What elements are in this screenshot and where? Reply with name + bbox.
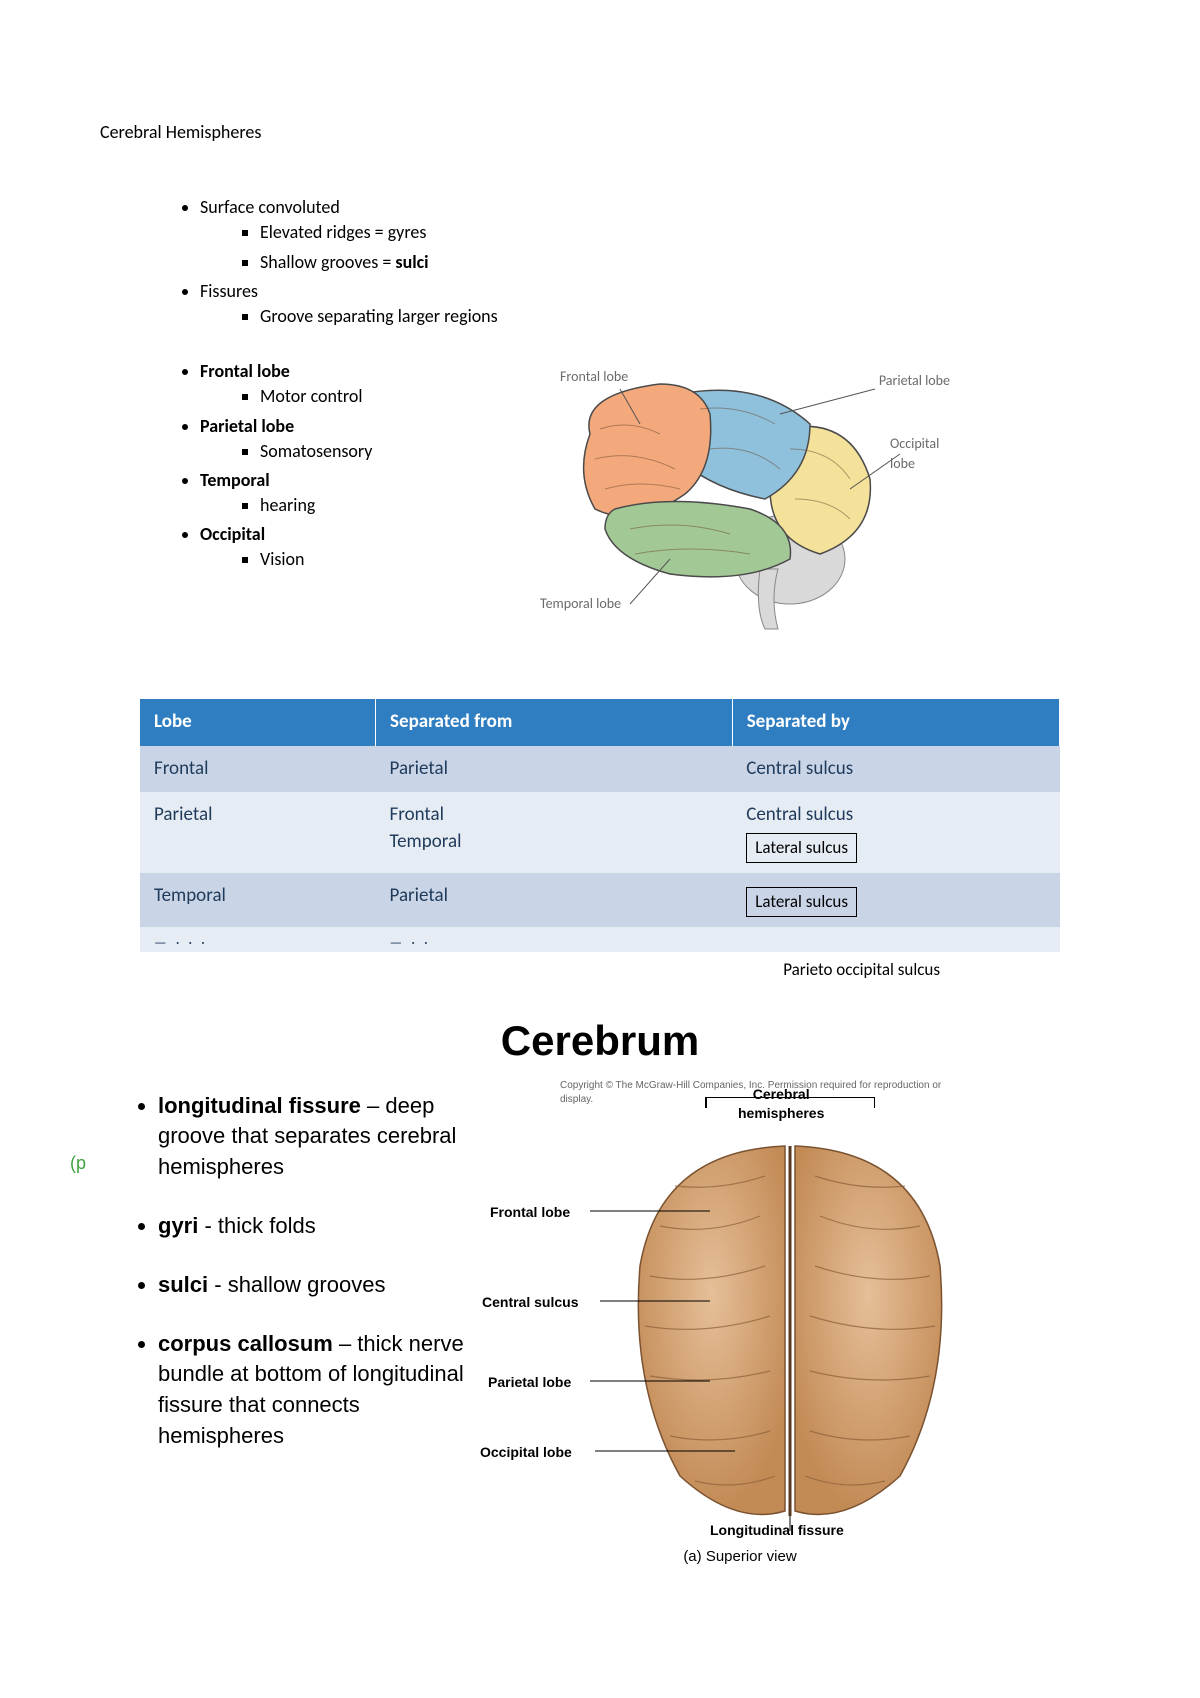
lobe-temporal-fn: hearing [260, 493, 500, 518]
caption-superior-view: (a) Superior view [480, 1546, 1000, 1581]
brain-side-diagram: Frontal lobe Parietal lobe Occipital lob… [520, 359, 940, 639]
surface-heading: Surface convoluted [200, 196, 340, 218]
td-r2c1: Parietal [140, 792, 376, 872]
def-longfiss: longitudinal fissure – deep groove that … [158, 1091, 470, 1183]
label-cerebral-hemispheres: Cerebral hemispheres [738, 1085, 824, 1124]
lobe-parietal-fn: Somatosensory [260, 439, 500, 464]
label-top-longfiss: Longitudinal fissure [710, 1521, 844, 1541]
td-r1c1: Frontal [140, 746, 376, 793]
fissures-heading: Fissures [200, 280, 258, 302]
label-top-occipital: Occipital lobe [480, 1443, 572, 1463]
cerebrum-title: Cerebrum [100, 1012, 1100, 1071]
lobe-occipital-fn: Vision [260, 547, 500, 572]
lobe-frontal: Frontal lobe [200, 360, 290, 382]
surface-sulci: Shallow grooves = sulci [260, 250, 1100, 275]
label-top-parietal: Parietal lobe [488, 1373, 571, 1393]
label-top-central: Central sulcus [482, 1293, 578, 1313]
def-sulci: sulci - shallow grooves [158, 1270, 470, 1301]
fissures-desc: Groove separating larger regions [260, 304, 1100, 329]
lobe-temporal: Temporal [200, 469, 270, 491]
label-temporal-lobe: Temporal lobe [540, 594, 621, 614]
label-top-frontal: Frontal lobe [490, 1203, 570, 1223]
lobe-table: Lobe Separated from Separated by Frontal… [140, 699, 1060, 952]
surface-gyres: Elevated ridges = gyres [260, 220, 1100, 245]
def-corpus: corpus callosum – thick nerve bundle at … [158, 1329, 470, 1452]
label-frontal-lobe: Frontal lobe [560, 367, 628, 387]
brain-top-diagram: Copyright © The McGraw-Hill Companies, I… [480, 1091, 1000, 1571]
th-sep-by: Separated by [732, 699, 1059, 746]
td-r2c3: Central sulcus Lateral sulcus [732, 792, 1059, 872]
below-table-text: Parieto occipital sulcus [140, 958, 1060, 982]
lobe-frontal-fn: Motor control [260, 384, 500, 409]
td-r1c2: Parietal [376, 746, 733, 793]
td-r1c3: Central sulcus [732, 746, 1059, 793]
page-title: Cerebral Hemispheres [100, 120, 1100, 145]
label-parietal-lobe: Parietal lobe [879, 371, 950, 391]
td-r2c2: FrontalTemporal [376, 792, 733, 872]
lobe-occipital: Occipital [200, 523, 265, 545]
td-r3c2: Parietal [376, 873, 733, 927]
lobe-parietal: Parietal lobe [200, 415, 294, 437]
lobe-list: Frontal lobe Motor control Parietal lobe… [160, 359, 500, 573]
td-r3c1: Temporal [140, 873, 376, 927]
th-lobe: Lobe [140, 699, 376, 746]
cerebrum-defs: longitudinal fissure – deep groove that … [70, 1091, 470, 1480]
def-gyri: gyri - thick folds [158, 1211, 470, 1242]
margin-note: (p [70, 1151, 86, 1176]
label-occipital-lobe: Occipital lobe [890, 434, 960, 473]
th-sep-from: Separated from [376, 699, 733, 746]
surface-list: Surface convoluted Elevated ridges = gyr… [160, 195, 1100, 329]
td-r3c3: Lateral sulcus [732, 873, 1059, 927]
